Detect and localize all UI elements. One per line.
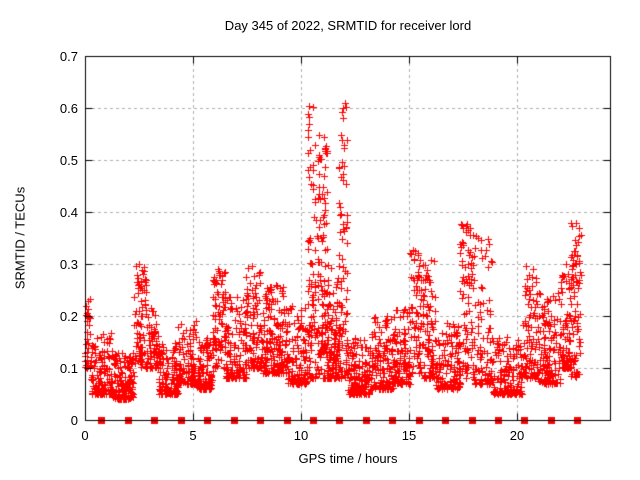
y-tick-label: 0.5	[59, 153, 78, 168]
x-tick-label: 5	[189, 428, 197, 443]
y-axis-label: SRMTID / TECUs	[12, 186, 28, 290]
x-tick-label: 15	[401, 428, 417, 443]
x-tick-label: 20	[509, 428, 525, 443]
x-axis-label: GPS time / hours	[298, 451, 398, 466]
y-tick-label: 0.4	[59, 205, 78, 220]
x-tick-label: 0	[81, 428, 89, 443]
chart-title: Day 345 of 2022, SRMTID for receiver lor…	[224, 18, 472, 33]
y-tick-label: 0.2	[59, 309, 78, 324]
y-tick-label: 0	[70, 413, 78, 428]
y-tick-label: 0.7	[59, 49, 78, 64]
y-tick-label: 0.6	[59, 101, 78, 116]
x-tick-label: 10	[293, 428, 309, 443]
y-tick-label: 0.3	[59, 257, 78, 272]
y-tick-label: 0.1	[59, 361, 78, 376]
